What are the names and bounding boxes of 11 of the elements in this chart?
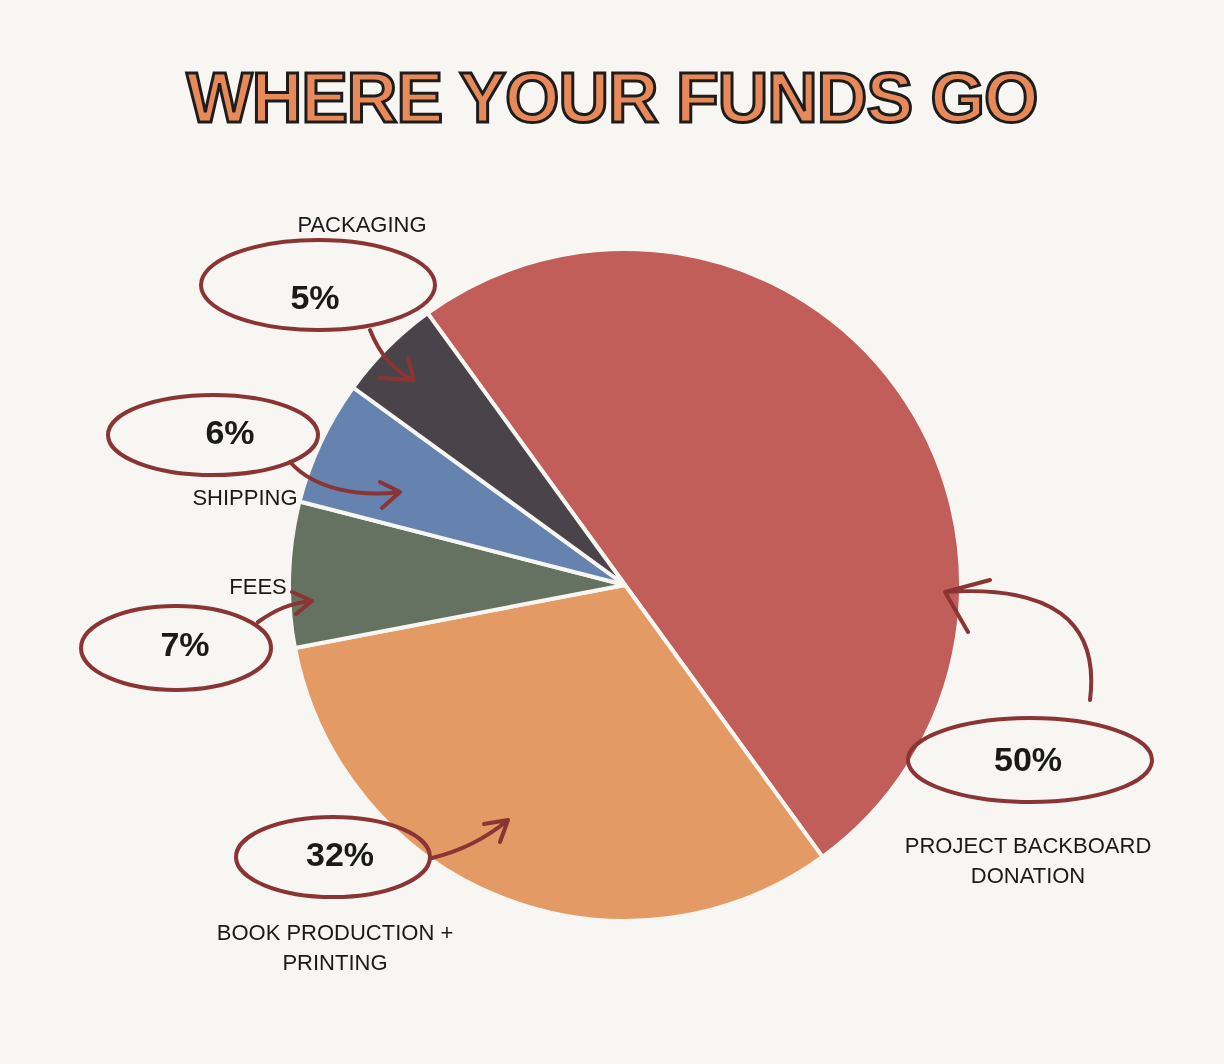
slice-label: BOOK PRODUCTION + PRINTING bbox=[216, 920, 454, 976]
data-label: 5% bbox=[290, 278, 340, 317]
data-label: 7% bbox=[160, 625, 210, 664]
slice-label: PACKAGING bbox=[297, 212, 427, 238]
slice-label: SHIPPING bbox=[192, 485, 298, 511]
slice-label: FEES bbox=[229, 574, 287, 600]
data-label: 6% bbox=[205, 413, 255, 452]
slice-label: PROJECT BACKBOARD DONATION bbox=[904, 833, 1152, 889]
data-label: 50% bbox=[993, 740, 1063, 779]
chart-title: WHERE YOUR FUNDS GO bbox=[185, 58, 1039, 138]
data-label: 32% bbox=[305, 835, 375, 874]
